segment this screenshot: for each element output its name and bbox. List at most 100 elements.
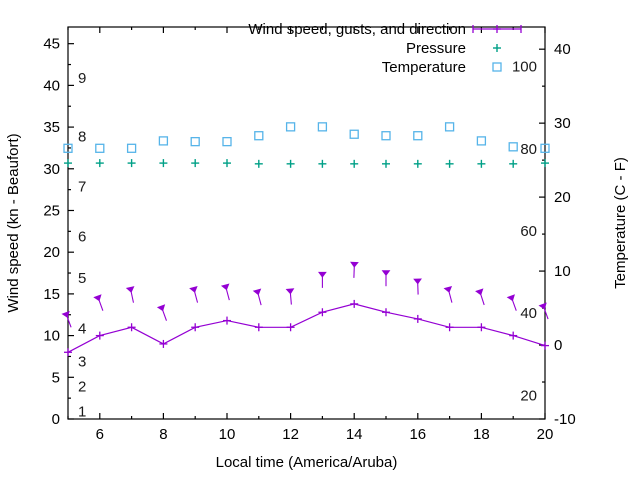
temperature-marker <box>381 131 391 141</box>
legend-temperature-marker <box>492 62 502 72</box>
gust-arrow <box>350 261 359 278</box>
legend-label-plus: Pressure <box>406 40 466 57</box>
fahrenheit-label-40: 40 <box>520 305 537 322</box>
x-axis-ticks <box>67 27 546 419</box>
gust-arrow-head <box>156 304 166 312</box>
gust-arrow <box>285 288 295 305</box>
gust-arrow-shaft <box>225 289 230 301</box>
gust-arrow-head <box>381 270 391 277</box>
gust-arrow-head <box>318 271 327 278</box>
gust-arrow <box>61 310 72 328</box>
chart-legend: Wind speed, gusts, and direction Pressure… <box>248 21 522 76</box>
gust-arrow-head <box>189 286 198 293</box>
y-axis-beaufort-labels: 1 2 3 4 5 6 7 8 9 <box>78 70 86 421</box>
gust-arrow-head <box>285 288 295 295</box>
gust-arrow-head <box>413 278 422 285</box>
gust-arrow-shaft <box>66 316 72 328</box>
y-tick-label-35: 35 <box>43 119 60 136</box>
y2-tick-label-20: 20 <box>554 189 571 206</box>
beaufort-label-3: 3 <box>78 354 86 371</box>
temperature-marker <box>222 136 232 147</box>
legend-label-line-plus: Wind speed, gusts, and direction <box>248 21 466 38</box>
gust-arrow-head <box>125 286 135 293</box>
y-axis-ticks <box>68 43 74 420</box>
beaufort-label-4: 4 <box>78 320 86 337</box>
x-tick-label-14: 14 <box>346 426 363 443</box>
y2-tick-label-30: 30 <box>554 115 571 132</box>
gust-arrow <box>156 304 167 321</box>
temperature-marker <box>476 136 487 146</box>
gust-arrow-shaft <box>448 291 453 303</box>
gust-arrow-head <box>538 302 547 310</box>
temperature-marker <box>444 122 455 132</box>
gust-arrow <box>475 288 485 306</box>
fahrenheit-label-60: 60 <box>520 223 537 240</box>
series-wind-speed <box>64 299 549 357</box>
gust-arrow-shaft <box>194 291 199 303</box>
beaufort-label-1: 1 <box>78 404 86 421</box>
y2-axis-title: Temperature (C - F) <box>612 157 629 289</box>
gust-arrow-head <box>61 310 70 318</box>
plot-border <box>67 26 546 420</box>
temperature-marker <box>190 136 200 147</box>
series-pressure <box>64 159 549 168</box>
gust-arrow-shaft <box>289 293 292 305</box>
beaufort-label-9: 9 <box>78 70 86 87</box>
y-axis-tick-labels: 0 5 10 15 20 25 30 35 40 45 <box>43 36 60 428</box>
y-tick-label-10: 10 <box>43 328 60 345</box>
y-tick-label-40: 40 <box>43 77 60 94</box>
beaufort-label-7: 7 <box>78 178 86 195</box>
gust-arrow-head <box>506 294 515 302</box>
gust-arrow-head <box>443 286 453 293</box>
beaufort-label-2: 2 <box>78 379 86 396</box>
x-tick-label-18: 18 <box>473 426 490 443</box>
gust-arrow-head <box>350 261 359 268</box>
gust-arrow <box>538 302 549 320</box>
gust-arrow-shaft <box>480 294 485 306</box>
temperature-marker <box>126 143 137 153</box>
y-tick-label-15: 15 <box>43 286 60 303</box>
y2-tick-label--10: -10 <box>554 411 576 428</box>
gust-arrow <box>318 271 327 288</box>
x-axis-title: Local time (America/Aruba) <box>216 454 398 471</box>
x-tick-label-12: 12 <box>282 426 299 443</box>
y-tick-label-45: 45 <box>43 36 60 53</box>
gust-arrow-shaft <box>162 310 167 321</box>
temperature-marker <box>540 143 550 153</box>
gust-arrow <box>252 288 262 306</box>
y2-tick-label-40: 40 <box>554 41 571 58</box>
gust-arrow-head <box>475 288 484 296</box>
gust-arrow-head <box>220 283 230 291</box>
series-temperature <box>63 122 550 153</box>
gust-arrow <box>413 278 422 295</box>
y-tick-label-0: 0 <box>52 411 60 428</box>
fahrenheit-label-80: 80 <box>520 141 537 158</box>
temperature-marker <box>95 143 105 153</box>
y-tick-label-25: 25 <box>43 202 60 219</box>
beaufort-label-6: 6 <box>78 229 86 246</box>
y2-axis-tick-labels: -10 0 10 20 30 40 <box>554 41 576 428</box>
gust-arrow-shaft <box>98 300 104 311</box>
temperature-marker <box>254 131 264 141</box>
fahrenheit-label-100: 100 <box>512 59 537 76</box>
wind-speed-line <box>67 303 546 353</box>
gust-arrow <box>506 294 517 311</box>
gust-arrow-shaft <box>257 294 262 306</box>
gust-arrow-shaft <box>543 308 549 320</box>
gust-arrow <box>189 286 199 303</box>
gust-arrow-shaft <box>130 291 135 303</box>
gust-arrow <box>220 283 230 301</box>
y2-tick-label-10: 10 <box>554 263 571 280</box>
gust-arrow <box>381 270 391 287</box>
gust-arrow-head <box>93 294 102 302</box>
x-tick-label-16: 16 <box>409 426 426 443</box>
temperature-marker <box>349 129 359 139</box>
gust-arrow <box>125 286 135 303</box>
x-tick-label-20: 20 <box>537 426 554 443</box>
y2-axis-fahrenheit-labels: 20 40 60 80 100 <box>512 59 537 405</box>
y-axis-title: Wind speed (kn - Beaufort) <box>5 133 22 312</box>
temperature-marker <box>285 122 296 132</box>
gust-arrow-head <box>252 288 262 296</box>
